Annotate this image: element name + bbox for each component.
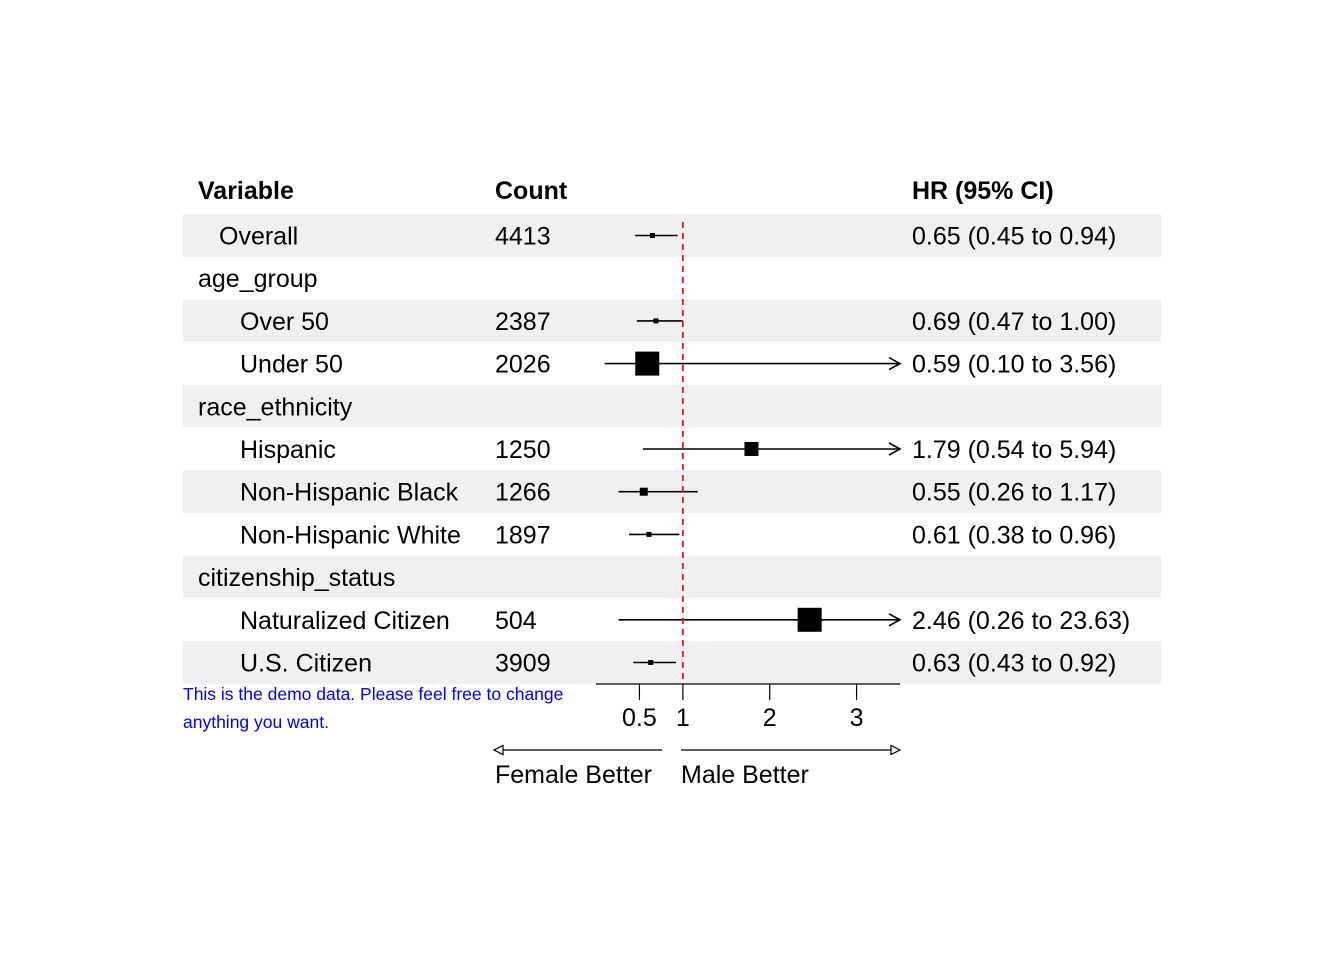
ci-marks <box>604 222 902 684</box>
row-hr-ci: 0.65 (0.45 to 0.94) <box>912 223 1116 251</box>
x-axis: 0.5 1 2 3 <box>596 683 900 732</box>
direction-arrowhead-right <box>890 744 902 756</box>
row-texts: Overall 4413 0.65 (0.45 to 0.94) age_group O… <box>198 223 1130 678</box>
row-band <box>183 384 1161 428</box>
x-tick-label: 0.5 <box>622 704 657 732</box>
point-estimate <box>639 487 648 496</box>
row-hr-ci: 0.69 (0.47 to 1.00) <box>912 308 1116 336</box>
ci-arrow <box>888 442 902 456</box>
row-hr-ci: 1.79 (0.54 to 5.94) <box>912 436 1116 464</box>
row-count: 2026 <box>495 351 551 379</box>
row-label: Under 50 <box>240 351 343 379</box>
ci-arrow <box>888 356 902 371</box>
row-label: U.S. Citizen <box>240 650 372 678</box>
point-estimate <box>744 442 759 456</box>
x-tick-label: 2 <box>763 704 777 732</box>
x-tick-label: 3 <box>850 704 864 732</box>
point-estimate <box>649 233 655 238</box>
row-label: age_group <box>198 265 318 293</box>
row-label: Non-Hispanic White <box>240 521 461 549</box>
row-hr-ci: 0.63 (0.43 to 0.92) <box>912 650 1116 678</box>
footnote: This is the demo data. Please feel free … <box>183 684 564 732</box>
row-label: Over 50 <box>240 308 329 336</box>
row-count: 3909 <box>495 650 551 678</box>
point-estimate <box>635 351 660 376</box>
direction-arrows: Female Better Male Better <box>492 744 902 789</box>
row-count: 1897 <box>495 521 551 549</box>
row-label: Non-Hispanic Black <box>240 479 459 507</box>
row-count: 504 <box>495 607 537 635</box>
point-estimate <box>653 318 659 324</box>
header-variable: Variable <box>198 177 294 205</box>
header-count: Count <box>495 177 568 205</box>
column-headers: Variable Count HR (95% CI) <box>198 177 1054 205</box>
row-hr-ci: 0.61 (0.38 to 0.96) <box>912 521 1116 549</box>
row-count: 1250 <box>495 436 551 464</box>
row-count: 1266 <box>495 479 551 507</box>
row-label: Hispanic <box>240 436 336 464</box>
row-count: 4413 <box>495 223 551 251</box>
header-estimate: HR (95% CI) <box>912 177 1054 205</box>
point-estimate <box>797 607 822 632</box>
x-tick-label: 1 <box>676 704 690 732</box>
point-estimate <box>648 660 654 665</box>
row-label: race_ethnicity <box>198 393 353 421</box>
point-estimate <box>646 531 652 537</box>
row-label: Naturalized Citizen <box>240 607 450 635</box>
row-count: 2387 <box>495 308 551 336</box>
row-label: citizenship_status <box>198 564 395 592</box>
direction-arrowhead-left <box>492 744 504 756</box>
row-label: Overall <box>219 223 298 251</box>
direction-label-right: Male Better <box>681 761 809 789</box>
row-hr-ci: 2.46 (0.26 to 23.63) <box>912 607 1130 635</box>
row-hr-ci: 0.55 (0.26 to 1.17) <box>912 479 1116 507</box>
row-band <box>183 555 1161 599</box>
ci-arrow <box>888 613 902 627</box>
row-hr-ci: 0.59 (0.10 to 3.56) <box>912 351 1116 379</box>
direction-label-left: Female Better <box>495 761 652 789</box>
